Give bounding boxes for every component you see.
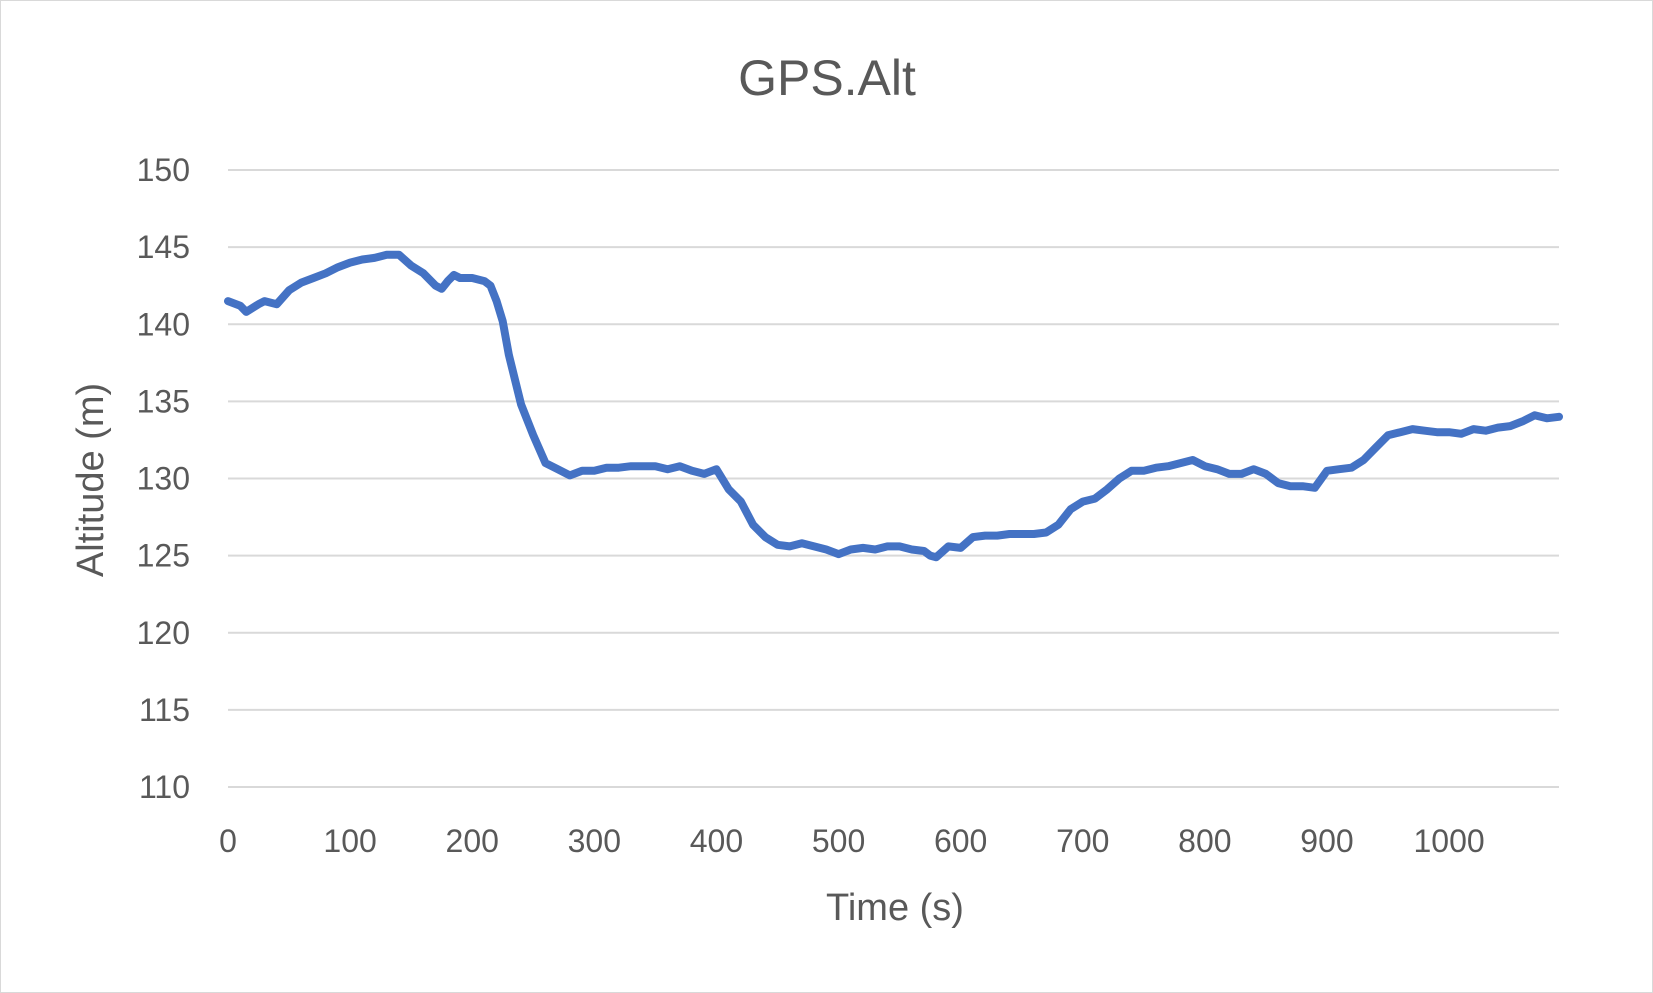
x-tick-label: 200	[446, 823, 499, 859]
x-tick-label: 1000	[1414, 823, 1485, 859]
x-tick-label: 400	[690, 823, 743, 859]
x-axis-label: Time (s)	[826, 887, 964, 929]
y-tick-label: 145	[137, 229, 190, 265]
x-tick-label: 500	[812, 823, 865, 859]
x-axis-tick-labels: 0 100 200 300 400 500 600 700 800 900 1000	[219, 823, 1485, 859]
x-tick-label: 700	[1056, 823, 1109, 859]
y-axis-label: Altitude (m)	[70, 383, 112, 577]
x-tick-label: 0	[219, 823, 237, 859]
x-tick-label: 600	[934, 823, 987, 859]
series-layer	[224, 250, 1563, 562]
y-tick-label: 110	[139, 769, 190, 805]
y-tick-label: 130	[137, 461, 190, 497]
y-tick-label: 150	[137, 152, 190, 188]
x-tick-label: 900	[1300, 823, 1353, 859]
x-tick-label: 800	[1178, 823, 1231, 859]
chart-title: GPS.Alt	[738, 50, 916, 106]
x-tick-label: 300	[568, 823, 621, 859]
series-line-0	[224, 250, 1563, 562]
y-tick-label: 140	[137, 306, 190, 342]
y-axis-tick-labels: 110 115 120 125 130 135 140 145 150	[137, 152, 190, 805]
x-tick-label: 100	[323, 823, 376, 859]
y-tick-label: 135	[137, 383, 190, 419]
y-tick-label: 120	[137, 615, 190, 651]
gridlines	[228, 169, 1559, 788]
y-tick-label: 125	[137, 538, 190, 574]
y-tick-label: 115	[139, 692, 190, 728]
